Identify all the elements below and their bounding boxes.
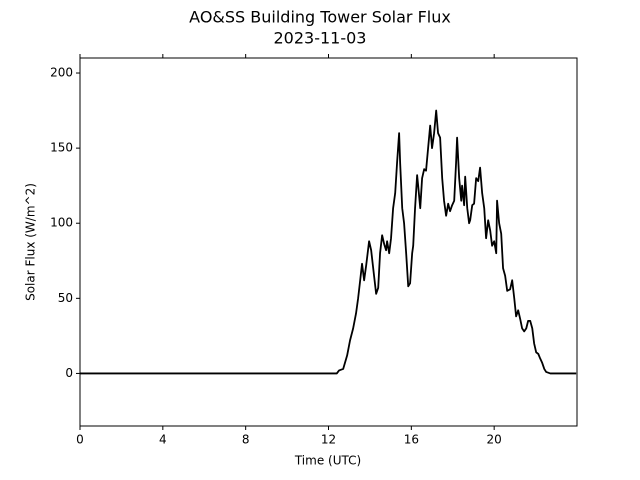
x-tick-label: 12 — [321, 433, 336, 447]
y-tick-label: 100 — [50, 216, 73, 230]
line — [80, 109, 577, 375]
y-tick-label: 200 — [50, 66, 73, 80]
x-tick-label: 4 — [159, 433, 167, 447]
y-tick-label: 0 — [65, 366, 73, 380]
chart-title: AO&SS Building Tower Solar Flux — [189, 8, 451, 27]
x-tick-label: 8 — [242, 433, 250, 447]
y-tick-label: 50 — [58, 291, 73, 305]
x-tick-label: 20 — [487, 433, 502, 447]
x-tick-label: 0 — [76, 433, 84, 447]
plot-frame — [79, 57, 578, 427]
y-axis-label: Solar Flux (W/m^2) — [24, 183, 38, 301]
x-tick-label: 16 — [404, 433, 419, 447]
x-axis-label: Time (UTC) — [294, 454, 361, 468]
y-tick-label: 150 — [50, 141, 73, 155]
chart-subtitle: 2023-11-03 — [274, 29, 367, 48]
